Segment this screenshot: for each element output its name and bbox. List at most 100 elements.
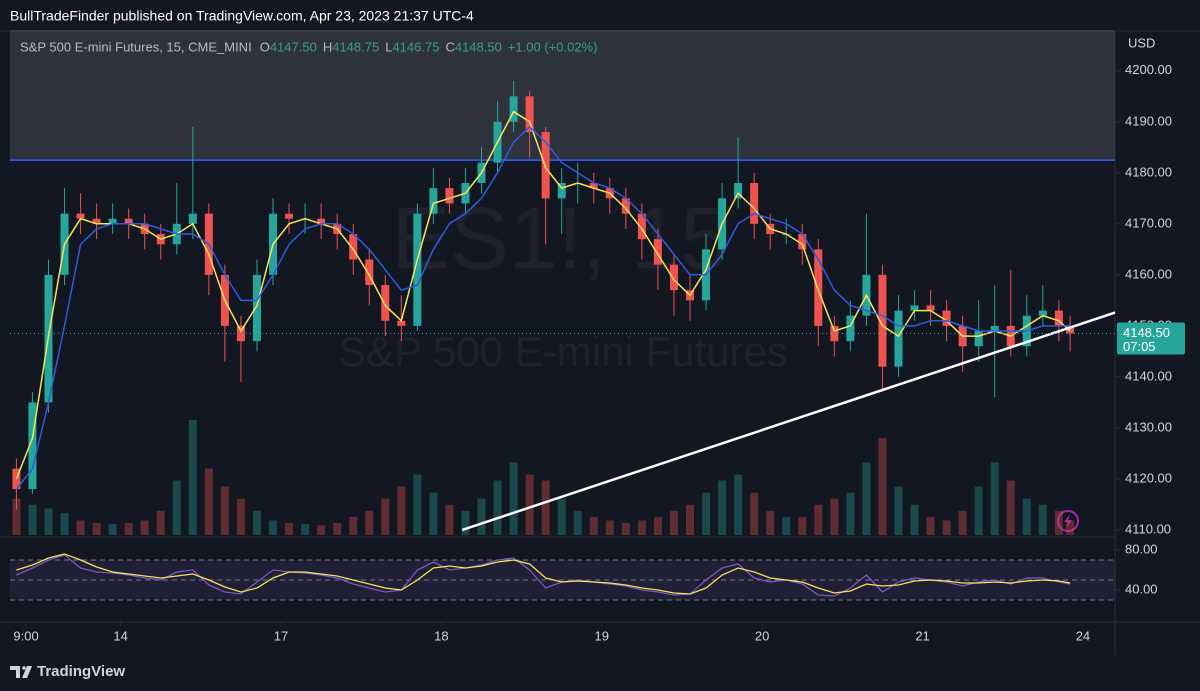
volume-bar bbox=[429, 492, 438, 535]
volume-bar bbox=[1038, 504, 1047, 535]
candle-body bbox=[525, 96, 534, 133]
countdown: 07:05 bbox=[1123, 339, 1156, 354]
y-tick-label: 4170.00 bbox=[1125, 215, 1172, 230]
x-tick-label: 14 bbox=[113, 628, 127, 643]
candle-body bbox=[926, 305, 935, 311]
candle-body bbox=[734, 183, 743, 199]
candle-body bbox=[798, 234, 807, 250]
x-tick-label: 24 bbox=[1076, 628, 1090, 643]
volume-bar bbox=[124, 522, 133, 535]
volume-bar bbox=[333, 522, 342, 535]
trendline bbox=[461, 311, 1116, 532]
y-tick-label: 4200.00 bbox=[1125, 62, 1172, 77]
line-series bbox=[16, 553, 1071, 595]
watermark-name: S&P 500 E-mini Futures bbox=[338, 328, 788, 375]
volume-bar bbox=[365, 510, 374, 535]
volume-bar bbox=[301, 524, 310, 535]
volume-bar bbox=[830, 498, 839, 535]
volume-bar bbox=[798, 516, 807, 535]
volume-bar bbox=[589, 516, 598, 535]
line-series bbox=[15, 125, 1071, 490]
volume-bar bbox=[172, 480, 181, 535]
candle-body bbox=[365, 259, 374, 286]
volume-bar bbox=[557, 498, 566, 535]
volume-bar bbox=[28, 504, 37, 535]
candle-body bbox=[445, 188, 454, 204]
line-series bbox=[15, 110, 1071, 480]
volume-bar bbox=[1006, 480, 1015, 535]
legend-key: L bbox=[385, 39, 392, 54]
candle-body bbox=[1066, 325, 1075, 334]
candle-body bbox=[974, 330, 983, 347]
volume-bar bbox=[814, 504, 823, 535]
volume-bar bbox=[846, 492, 855, 535]
alert-bolt[interactable] bbox=[1064, 514, 1072, 528]
candle-body bbox=[509, 96, 518, 122]
volume-bar bbox=[285, 522, 294, 535]
candle-body bbox=[188, 213, 197, 224]
volume-bar bbox=[878, 438, 887, 535]
volume-bar bbox=[734, 474, 743, 535]
candle-body bbox=[589, 183, 598, 189]
volume-bar bbox=[718, 480, 727, 535]
y-tick-label: 40.00 bbox=[1125, 581, 1158, 596]
candle-body bbox=[429, 188, 438, 214]
candle-body bbox=[397, 320, 406, 326]
volume-bar bbox=[413, 474, 422, 535]
volume-bar bbox=[509, 462, 518, 535]
candle-body bbox=[317, 218, 326, 224]
legend-symbol: S&P 500 E-mini Futures, 15, CME_MINI bbox=[20, 39, 252, 54]
legend-value: 4146.75 bbox=[392, 39, 439, 54]
volume-bar bbox=[477, 498, 486, 535]
resistance-zone bbox=[10, 30, 1115, 161]
y-tick-label: 4120.00 bbox=[1125, 470, 1172, 485]
tv-logo-mark bbox=[10, 666, 32, 678]
candle-body bbox=[557, 183, 566, 199]
volume-bar bbox=[76, 520, 85, 535]
x-tick-label: 19 bbox=[595, 628, 609, 643]
volume-bar bbox=[156, 510, 165, 535]
candle-body bbox=[894, 310, 903, 367]
volume-bar bbox=[140, 520, 149, 535]
candle-body bbox=[942, 310, 951, 326]
legend-key: O bbox=[260, 39, 270, 54]
legend-key: C bbox=[445, 39, 454, 54]
y-tick-label: 4140.00 bbox=[1125, 368, 1172, 383]
volume-bar bbox=[942, 520, 951, 535]
volume-bar bbox=[204, 468, 213, 535]
alert-icon[interactable] bbox=[1057, 510, 1079, 532]
currency: USD bbox=[1128, 35, 1155, 50]
volume-bar bbox=[493, 480, 502, 535]
plot-line bbox=[10, 553, 1115, 601]
candle-body bbox=[846, 315, 855, 342]
publisher: BullTradeFinder published on TradingView… bbox=[10, 8, 474, 24]
candle-body bbox=[252, 274, 261, 342]
volume-bar bbox=[573, 510, 582, 535]
volume-bar bbox=[108, 524, 117, 535]
x-tick-label: 18 bbox=[434, 628, 448, 643]
volume-bar bbox=[349, 516, 358, 535]
y-tick-label: 4130.00 bbox=[1125, 419, 1172, 434]
volume-bar bbox=[605, 520, 614, 535]
y-tick-label: 80.00 bbox=[1125, 541, 1158, 556]
volume-bar bbox=[750, 492, 759, 535]
volume-bar bbox=[397, 486, 406, 535]
candle-body bbox=[910, 305, 919, 311]
volume-bar bbox=[269, 520, 278, 535]
alert-circle[interactable] bbox=[1057, 510, 1079, 532]
candle-body bbox=[990, 325, 999, 331]
volume-bar bbox=[926, 516, 935, 535]
candle-body bbox=[413, 213, 422, 326]
candle-body bbox=[76, 213, 85, 219]
legend-value: 4148.50 bbox=[455, 39, 502, 54]
tv-logo bbox=[10, 666, 32, 678]
volume-bar bbox=[653, 516, 662, 535]
candle-body bbox=[92, 218, 101, 224]
volume-bar bbox=[766, 510, 775, 535]
candle-body bbox=[541, 132, 550, 199]
last-price-box bbox=[1117, 322, 1185, 355]
legend-change: +1.00 (+0.02%) bbox=[508, 39, 598, 54]
volume-bar bbox=[381, 498, 390, 535]
